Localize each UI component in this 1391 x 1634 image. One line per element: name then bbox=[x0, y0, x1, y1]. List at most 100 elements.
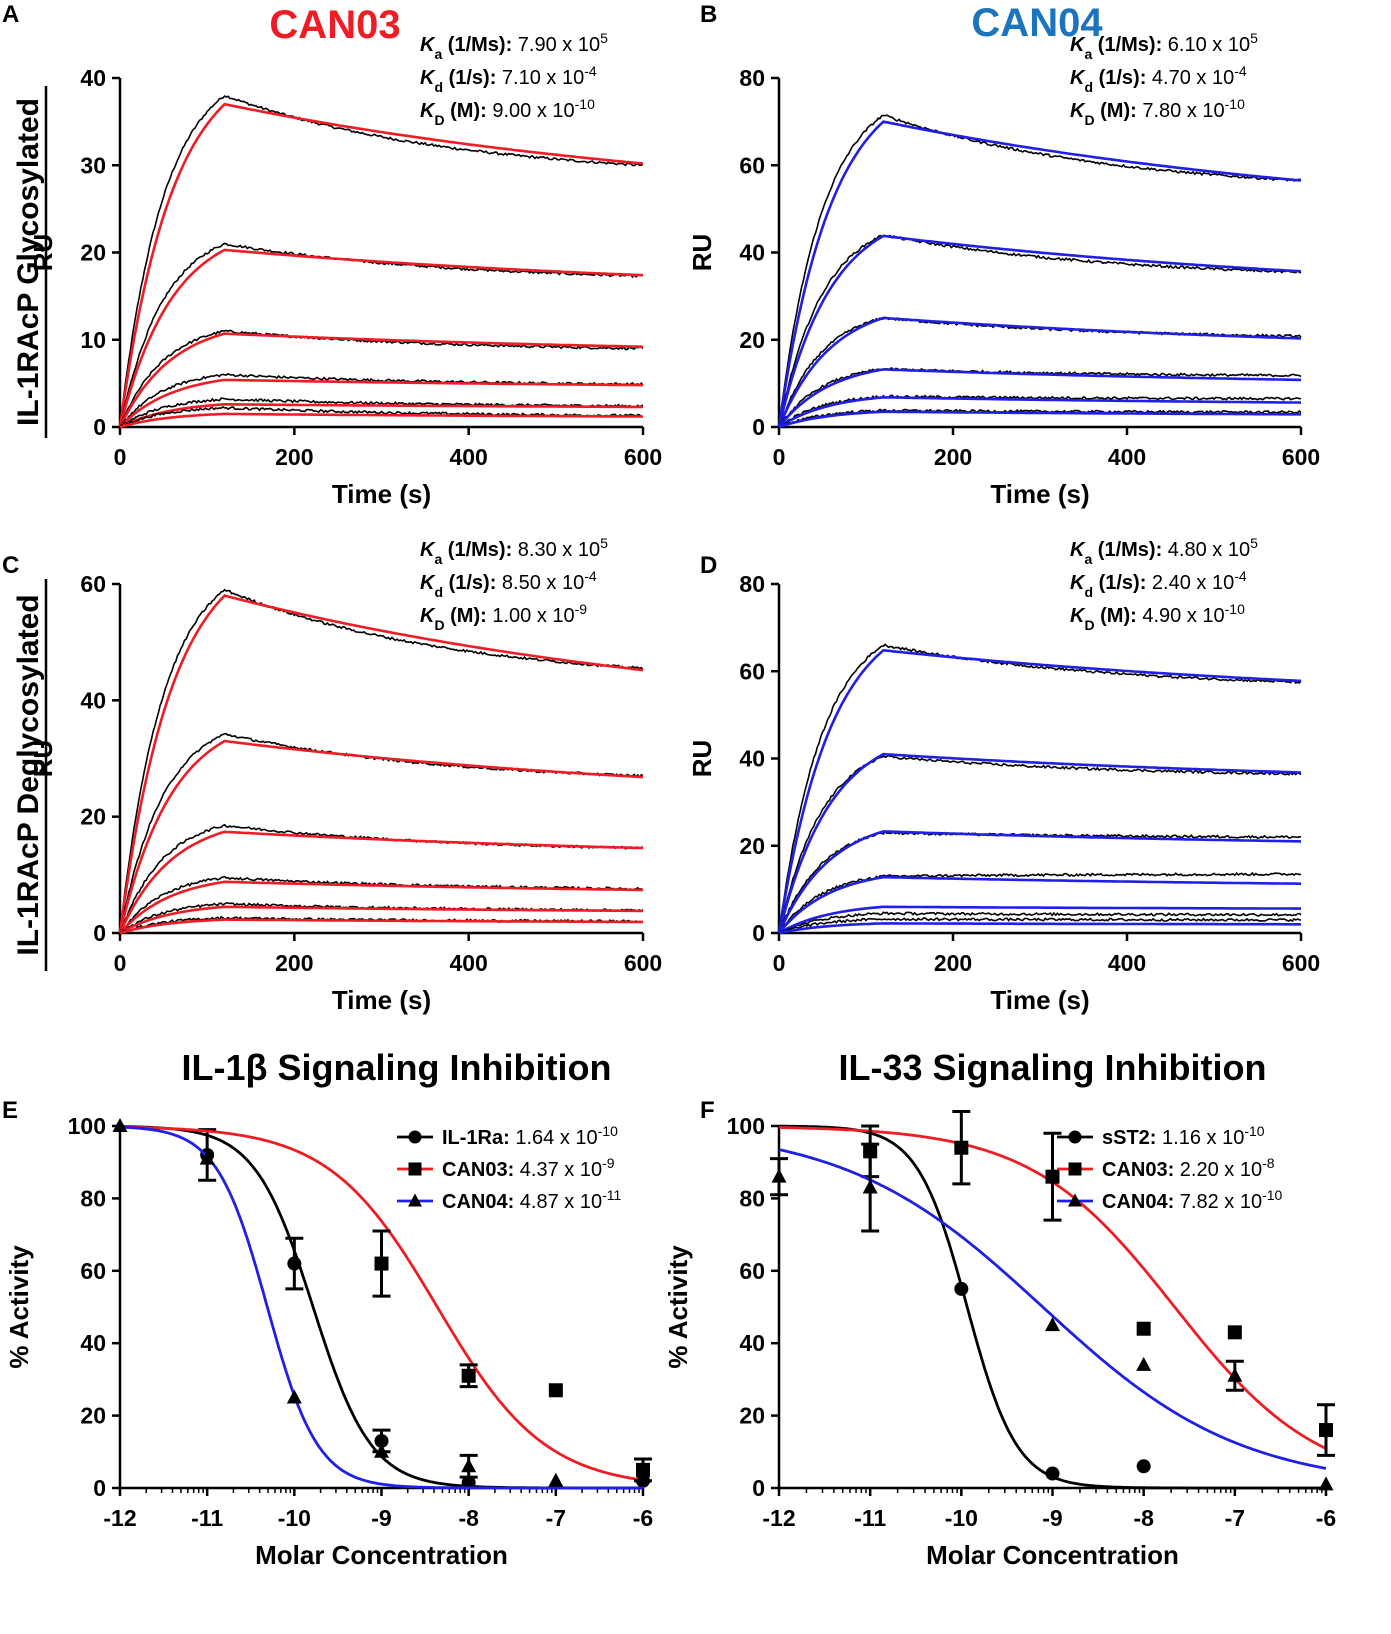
kinetics-unit: (1/s): bbox=[443, 67, 496, 89]
dose-response-panel-f: -12 -11 -10 -9 -8 -7 -6 0 20 40 60 80 100 Molar Conce… bbox=[663, 1047, 1336, 1570]
panel-label-a: A bbox=[2, 1, 19, 28]
x-tick-label: 400 bbox=[1108, 444, 1146, 470]
sensorgram-fit-curve bbox=[777, 234, 1302, 428]
y-tick-label: 0 bbox=[93, 414, 106, 440]
kinetics-exponent: -9 bbox=[575, 601, 588, 617]
data-point-square bbox=[1045, 1169, 1060, 1184]
x-tick-label: 400 bbox=[449, 950, 487, 976]
kinetics-symbol: K bbox=[1070, 67, 1086, 89]
data-point-square bbox=[461, 1368, 476, 1383]
kinetics-exponent: -10 bbox=[1225, 96, 1245, 112]
kinetics-line: Ka (1/Ms): 6.10 x 105 bbox=[1070, 30, 1258, 62]
x-tick-label: 200 bbox=[934, 950, 972, 976]
sensorgram-panel-b: 0 200 400 600 0 20 40 60 80 Time (s) RU Ka (1/Ms): … bbox=[687, 30, 1320, 509]
x-tick-label: 200 bbox=[934, 444, 972, 470]
sensorgram-fit-curve bbox=[119, 905, 643, 935]
data-point-triangle bbox=[548, 1472, 564, 1487]
x-tick-label: 400 bbox=[449, 444, 487, 470]
chart-title: IL-1β Signaling Inhibition bbox=[182, 1047, 612, 1088]
kinetics-exponent: 5 bbox=[1250, 535, 1258, 551]
sensorgram-data-trace bbox=[778, 367, 1302, 428]
kinetics-symbol: K bbox=[420, 539, 436, 561]
data-point-square bbox=[954, 1140, 969, 1155]
x-tick-label: 200 bbox=[275, 950, 313, 976]
y-tick-label: 0 bbox=[752, 1475, 765, 1501]
legend-marker-square bbox=[408, 1162, 422, 1176]
kinetics-line: KD (M): 1.00 x 10-9 bbox=[420, 601, 587, 633]
x-tick-label: -11 bbox=[854, 1505, 886, 1531]
legend-value: 4.37 x 10 bbox=[514, 1159, 602, 1181]
chart-title: IL-33 Signaling Inhibition bbox=[839, 1047, 1267, 1088]
x-tick-label: 600 bbox=[1282, 444, 1320, 470]
legend-exponent: -10 bbox=[1262, 1187, 1282, 1203]
y-tick-label: 30 bbox=[80, 152, 106, 178]
kinetics-subscript: d bbox=[1084, 79, 1093, 95]
y-tick-label: 40 bbox=[80, 687, 106, 713]
legend-exponent: -9 bbox=[602, 1155, 615, 1171]
x-axis-label: Molar Concentration bbox=[255, 1540, 508, 1570]
legend-exponent: -10 bbox=[598, 1123, 618, 1139]
legend-value: 1.16 x 10 bbox=[1156, 1127, 1244, 1149]
y-tick-label: 80 bbox=[739, 65, 765, 91]
y-tick-label: 20 bbox=[80, 240, 106, 266]
legend-value: 7.82 x 10 bbox=[1174, 1191, 1262, 1213]
kinetics-unit: (M): bbox=[445, 100, 487, 122]
sensorgram-fit-curve bbox=[777, 648, 1302, 934]
data-point-circle bbox=[1045, 1466, 1060, 1481]
x-axis-label: Time (s) bbox=[332, 479, 431, 509]
legend-marker-triangle bbox=[408, 1193, 422, 1207]
x-tick-label: 400 bbox=[1108, 950, 1146, 976]
kinetics-subscript: a bbox=[434, 46, 442, 62]
sensorgram-data-trace bbox=[119, 875, 644, 933]
sensorgram-data-trace bbox=[119, 732, 644, 935]
kinetics-unit: (1/s): bbox=[1093, 67, 1146, 89]
sensorgram-fit-curve bbox=[777, 830, 1302, 934]
y-tick-label: 20 bbox=[80, 804, 106, 830]
y-tick-label: 60 bbox=[80, 571, 106, 597]
sensorgram-fit-curve bbox=[777, 752, 1302, 934]
kinetics-exponent: -4 bbox=[1234, 568, 1247, 584]
legend-entry: sST2: 1.16 x 10-10 bbox=[1102, 1123, 1265, 1149]
sensorgram-fit-curve bbox=[778, 395, 1302, 429]
sensorgram-data-trace bbox=[119, 588, 644, 933]
kinetics-subscript: D bbox=[434, 617, 444, 633]
x-tick-label: 600 bbox=[624, 444, 662, 470]
x-tick-label: 0 bbox=[773, 950, 786, 976]
x-tick-label: -7 bbox=[546, 1505, 566, 1531]
kinetics-unit: (M): bbox=[445, 605, 487, 627]
legend-entry: CAN03: 4.37 x 10-9 bbox=[442, 1155, 615, 1181]
kinetics-line: Kd (1/s): 7.10 x 10-4 bbox=[420, 63, 597, 95]
legend-label: CAN04: bbox=[442, 1191, 514, 1213]
data-point-square bbox=[1319, 1423, 1333, 1438]
sensorgram-fit-curve bbox=[119, 880, 644, 934]
data-point-triangle bbox=[112, 1118, 128, 1132]
sensorgram-fit-curve bbox=[778, 905, 1301, 935]
legend-label: sST2: bbox=[1102, 1127, 1156, 1149]
kinetics-unit: (1/s): bbox=[443, 572, 496, 594]
kinetics-exponent: -10 bbox=[575, 96, 595, 112]
sensorgram-fit-curve bbox=[119, 918, 643, 935]
legend-value: 2.20 x 10 bbox=[1174, 1159, 1262, 1181]
sensorgram-fit-curve bbox=[119, 378, 643, 428]
data-point-triangle bbox=[286, 1389, 302, 1404]
kinetics-exponent: 5 bbox=[600, 535, 608, 551]
kinetics-symbol: K bbox=[1070, 539, 1086, 561]
kinetics-exponent: -4 bbox=[1234, 63, 1247, 79]
y-tick-label: 40 bbox=[80, 65, 106, 91]
y-tick-label: 100 bbox=[68, 1113, 106, 1139]
legend-marker-square bbox=[1068, 1162, 1082, 1176]
legend-marker-circle bbox=[408, 1130, 422, 1144]
data-point-triangle bbox=[461, 1458, 477, 1473]
kinetics-symbol: K bbox=[1070, 100, 1086, 122]
kinetics-value: 7.90 x 10 bbox=[512, 34, 600, 56]
legend-exponent: -8 bbox=[1262, 1155, 1275, 1171]
kinetics-value: 4.70 x 10 bbox=[1146, 67, 1234, 89]
y-axis-label: RU bbox=[28, 740, 58, 778]
sensorgram-fit-curve bbox=[777, 120, 1302, 428]
y-tick-label: 10 bbox=[80, 327, 106, 353]
data-point-triangle bbox=[1227, 1367, 1243, 1382]
legend-marker-triangle bbox=[1068, 1193, 1082, 1207]
kinetics-subscript: d bbox=[434, 584, 443, 600]
kinetics-line: KD (M): 7.80 x 10-10 bbox=[1070, 96, 1245, 128]
